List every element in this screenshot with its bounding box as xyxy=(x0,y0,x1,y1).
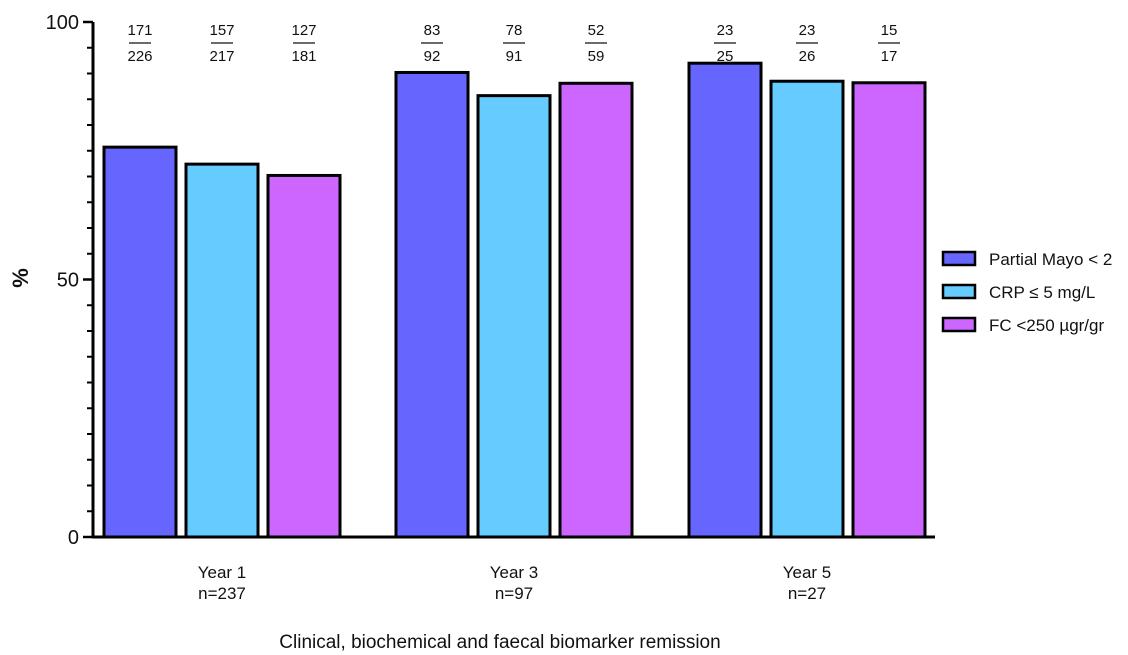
legend-label: CRP ≤ 5 mg/L xyxy=(989,283,1095,302)
category-label: Year 3 xyxy=(490,563,539,582)
bar xyxy=(394,70,470,539)
legend-swatch xyxy=(941,283,977,300)
fraction-numerator: 23 xyxy=(717,22,734,39)
fraction-denominator: 92 xyxy=(424,48,441,65)
category-n-label: n=237 xyxy=(198,584,246,603)
category-n-label: n=27 xyxy=(788,584,826,603)
fraction-denominator: 217 xyxy=(209,48,234,65)
x-axis-label: Clinical, biochemical and faecal biomark… xyxy=(279,632,720,653)
bar xyxy=(102,145,178,539)
legend-label: Partial Mayo < 2 xyxy=(989,250,1112,269)
bar xyxy=(266,173,342,539)
fraction-numerator: 157 xyxy=(209,22,234,39)
legend-swatch xyxy=(941,250,977,267)
fraction-denominator: 17 xyxy=(881,48,898,65)
fraction-numerator: 78 xyxy=(506,22,523,39)
fraction-denominator: 26 xyxy=(799,48,816,65)
y-axis-label: % xyxy=(8,268,33,288)
category-label: Year 1 xyxy=(198,563,247,582)
y-tick-label: 100 xyxy=(46,12,79,34)
bar xyxy=(558,81,634,539)
fraction-denominator: 226 xyxy=(127,48,152,65)
bar xyxy=(851,81,927,539)
legend: Partial Mayo < 2 CRP ≤ 5 mg/L FC <250 µgr/… xyxy=(941,250,1112,335)
fraction-numerator: 127 xyxy=(291,22,316,39)
category-label: Year 5 xyxy=(783,563,832,582)
legend-label: FC <250 µgr/gr xyxy=(989,316,1104,335)
legend-swatch xyxy=(941,316,977,333)
fraction-numerator: 171 xyxy=(127,22,152,39)
bars xyxy=(102,61,927,539)
y-tick-label: 50 xyxy=(57,270,79,292)
fraction-denominator: 91 xyxy=(506,48,523,65)
bar xyxy=(184,162,260,539)
fraction-numerator: 23 xyxy=(799,22,816,39)
bar xyxy=(687,61,763,539)
category-n-label: n=97 xyxy=(495,584,533,603)
fraction-numerator: 52 xyxy=(588,22,605,39)
y-tick-label: 0 xyxy=(68,527,79,549)
fraction-denominator: 181 xyxy=(291,48,316,65)
fraction-numerator: 15 xyxy=(881,22,898,39)
fraction-numerator: 83 xyxy=(424,22,441,39)
bar xyxy=(476,94,552,539)
bar xyxy=(769,79,845,539)
fraction-denominator: 25 xyxy=(717,48,734,65)
fraction-denominator: 59 xyxy=(588,48,605,65)
category-labels: Year 1 n=237 Year 3 n=97 Year 5 n=27 xyxy=(198,563,832,603)
fraction-labels: 171 226 157 217 127 181 83 92 78 91 52 59 23 25 23 26 15… xyxy=(127,22,900,65)
